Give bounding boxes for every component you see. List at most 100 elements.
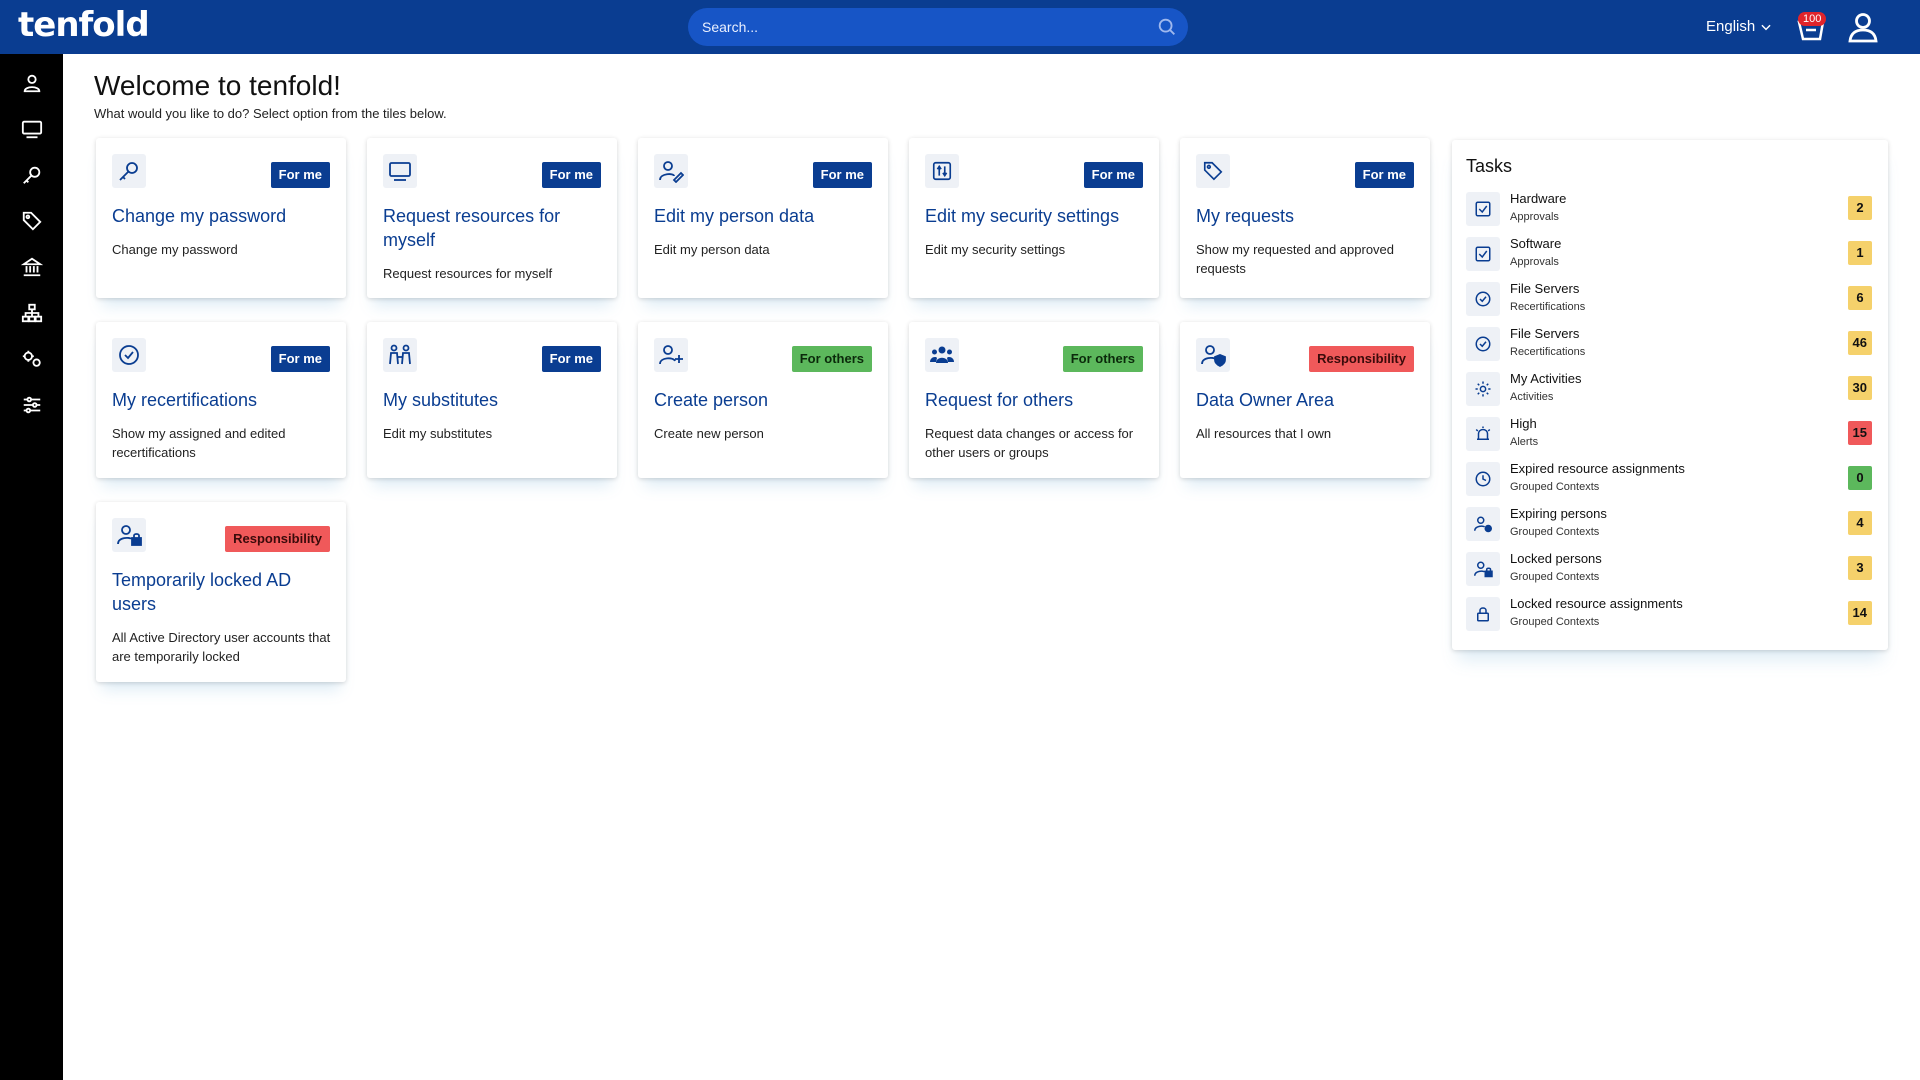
tile-icon-box bbox=[1196, 154, 1230, 188]
tile-title[interactable]: Request resources for myself bbox=[383, 206, 561, 250]
tile-description: Edit my security settings bbox=[925, 242, 1066, 257]
tile-title[interactable]: My recertifications bbox=[112, 390, 258, 410]
task-count: 6 bbox=[1848, 286, 1872, 310]
org-chart-icon bbox=[21, 303, 43, 323]
checkbox-icon bbox=[1475, 201, 1491, 217]
tile-title[interactable]: Request for others bbox=[925, 390, 1074, 410]
tasks-title: Tasks bbox=[1466, 156, 1513, 176]
tile-title[interactable]: My substitutes bbox=[383, 390, 499, 410]
tile-my-recertifications[interactable]: For me My recertifications Show my assig… bbox=[96, 322, 346, 478]
user-clock-icon bbox=[1474, 516, 1492, 533]
task-name: Locked persons bbox=[1510, 551, 1602, 566]
task-name: Expiring persons bbox=[1510, 506, 1607, 521]
tile-create-person[interactable]: For others Create person Create new pers… bbox=[638, 322, 888, 478]
task-category: Alerts bbox=[1510, 436, 1539, 448]
tile-icon-box bbox=[112, 338, 146, 372]
task-count: 2 bbox=[1848, 196, 1872, 220]
clock-icon bbox=[1475, 471, 1491, 487]
sidebar-item-configuration[interactable] bbox=[17, 390, 47, 420]
language-label: English bbox=[1706, 18, 1756, 35]
tile-badge: For others bbox=[791, 346, 872, 372]
task-item[interactable]: Expiring persons Grouped Contexts 4 bbox=[1466, 505, 1872, 545]
task-category: Grouped Contexts bbox=[1510, 526, 1600, 538]
sidebar-item-settings[interactable] bbox=[17, 344, 47, 374]
tile-badge: For me bbox=[270, 162, 330, 188]
sidebar-item-resources[interactable] bbox=[17, 114, 47, 144]
tile-description: Show my requested and approved requests bbox=[1196, 242, 1395, 276]
tile-title[interactable]: Data Owner Area bbox=[1196, 390, 1335, 410]
logo[interactable]: tenfold bbox=[18, 5, 150, 45]
search-icon[interactable] bbox=[1156, 16, 1178, 38]
search-box[interactable] bbox=[688, 8, 1188, 46]
task-category: Grouped Contexts bbox=[1510, 481, 1600, 493]
tile-edit-person-data[interactable]: For me Edit my person data Edit my perso… bbox=[638, 138, 888, 298]
task-item[interactable]: Locked persons Grouped Contexts 3 bbox=[1466, 550, 1872, 590]
task-item[interactable]: File Servers Recertifications 6 bbox=[1466, 280, 1872, 320]
chevron-down-icon bbox=[1761, 24, 1771, 30]
task-icon-box bbox=[1466, 372, 1500, 406]
task-item[interactable]: Expired resource assignments Grouped Con… bbox=[1466, 460, 1872, 500]
user-edit-icon bbox=[659, 161, 684, 183]
tile-title[interactable]: Create person bbox=[654, 390, 769, 410]
tile-change-password[interactable]: For me Change my password Change my pass… bbox=[96, 138, 346, 298]
language-selector[interactable]: English bbox=[1706, 18, 1773, 35]
user-lock-icon bbox=[117, 525, 142, 546]
task-count: 3 bbox=[1848, 556, 1872, 580]
sidebar-item-structure[interactable] bbox=[17, 298, 47, 328]
sidebar-item-person[interactable] bbox=[17, 68, 47, 98]
page-title: Welcome to tenfold! bbox=[94, 70, 341, 101]
task-icon-box bbox=[1466, 282, 1500, 316]
gears-icon bbox=[22, 350, 41, 367]
task-name: Hardware bbox=[1510, 191, 1567, 206]
tile-title[interactable]: My requests bbox=[1196, 206, 1295, 226]
user-shield-icon bbox=[1201, 345, 1226, 367]
tile-badge: For me bbox=[270, 346, 330, 372]
tile-my-substitutes[interactable]: For me My substitutes Edit my substitute… bbox=[367, 322, 617, 478]
tags-icon bbox=[22, 211, 42, 231]
sidebar-item-requests[interactable] bbox=[17, 206, 47, 236]
tile-description: Edit my substitutes bbox=[383, 426, 493, 441]
tile-request-for-others[interactable]: For others Request for others Request da… bbox=[909, 322, 1159, 478]
task-icon-box bbox=[1466, 597, 1500, 631]
tile-title[interactable]: Edit my person data bbox=[654, 206, 815, 226]
tile-my-requests[interactable]: For me My requests Show my requested and… bbox=[1180, 138, 1430, 298]
person-icon bbox=[23, 74, 41, 93]
sidebar-item-password[interactable] bbox=[17, 160, 47, 190]
user-account-icon[interactable] bbox=[1846, 10, 1880, 44]
monitor-icon bbox=[21, 120, 43, 139]
tile-title[interactable]: Edit my security settings bbox=[925, 206, 1120, 226]
tile-icon-box bbox=[654, 338, 688, 372]
tile-badge: For me bbox=[1354, 162, 1414, 188]
tile-icon-box bbox=[925, 154, 959, 188]
tile-data-owner-area[interactable]: Responsibility Data Owner Area All resou… bbox=[1180, 322, 1430, 478]
lock-icon bbox=[1477, 607, 1489, 622]
tile-request-resources-myself[interactable]: For me Request resources for myself Requ… bbox=[367, 138, 617, 298]
task-icon-box bbox=[1466, 327, 1500, 361]
task-name: Expired resource assignments bbox=[1510, 461, 1685, 476]
tile-icon-box bbox=[383, 338, 417, 372]
user-lock-icon bbox=[1474, 561, 1493, 578]
tag-icon bbox=[1203, 161, 1223, 181]
top-bar: tenfold English 100 bbox=[0, 0, 1920, 54]
task-item[interactable]: Hardware Approvals 2 bbox=[1466, 190, 1872, 230]
task-item[interactable]: High Alerts 15 bbox=[1466, 415, 1872, 455]
task-count: 14 bbox=[1847, 601, 1872, 625]
task-count: 1 bbox=[1848, 241, 1872, 265]
check-badge-icon bbox=[1475, 291, 1491, 307]
task-icon-box bbox=[1466, 507, 1500, 541]
tile-edit-security-settings[interactable]: For me Edit my security settings Edit my… bbox=[909, 138, 1159, 298]
task-item[interactable]: Software Approvals 1 bbox=[1466, 235, 1872, 275]
tile-title[interactable]: Temporarily locked AD users bbox=[112, 570, 292, 614]
tile-badge: For others bbox=[1062, 346, 1143, 372]
sidebar-item-organization[interactable] bbox=[17, 252, 47, 282]
task-name: High bbox=[1510, 416, 1537, 431]
key-icon bbox=[23, 166, 41, 184]
task-count: 15 bbox=[1847, 421, 1872, 445]
checkbox-icon bbox=[1475, 246, 1491, 262]
tile-temporarily-locked-ad-users[interactable]: Responsibility Temporarily locked AD use… bbox=[96, 502, 346, 682]
task-item[interactable]: File Servers Recertifications 46 bbox=[1466, 325, 1872, 365]
tile-title[interactable]: Change my password bbox=[112, 206, 287, 226]
task-item[interactable]: My Activities Activities 30 bbox=[1466, 370, 1872, 410]
search-input[interactable] bbox=[702, 8, 1142, 46]
task-item[interactable]: Locked resource assignments Grouped Cont… bbox=[1466, 595, 1872, 635]
